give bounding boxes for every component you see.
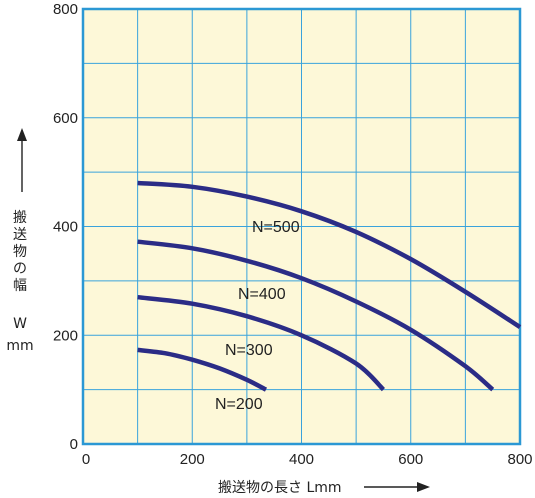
y-axis-unit: mm [6, 338, 33, 354]
y-axis-title-char: 物 [13, 244, 27, 260]
y-axis-title-char: 幅 [13, 278, 27, 294]
series-line-4 [137, 347, 268, 392]
y-tick-label: 0 [70, 436, 78, 453]
y-axis-unit-letter: W [13, 316, 27, 332]
series-line-2 [137, 239, 495, 392]
y-tick-labels: 0 200 400 600 800 [53, 1, 78, 453]
series-line-1 [137, 180, 522, 329]
y-tick-label: 800 [53, 1, 78, 18]
y-axis-title-char: 送 [13, 227, 27, 243]
x-axis-title-text: 搬送物の長さ Lmm [218, 480, 342, 496]
series-line-3 [137, 294, 386, 392]
series-label-3: N=300 [225, 342, 273, 359]
x-tick-label: 600 [398, 451, 423, 468]
x-tick-labels: 0 200 400 600 800 [82, 451, 533, 468]
y-tick-label: 600 [53, 110, 78, 127]
x-axis-arrowhead [417, 482, 430, 492]
y-axis-title-char: 搬 [13, 210, 27, 226]
plot-frame [81, 7, 522, 446]
x-tick-label: 0 [82, 451, 90, 468]
x-tick-label: 800 [507, 451, 532, 468]
y-axis-arrowhead [17, 128, 27, 141]
series-lines [137, 180, 522, 392]
x-tick-label: 200 [180, 451, 205, 468]
series-labels: N=500 N=400 N=300 N=200 [215, 219, 300, 413]
x-tick-label: 400 [289, 451, 314, 468]
y-axis-title-char: の [13, 261, 27, 277]
series-label-4: N=200 [215, 396, 263, 413]
x-axis-title: 搬送物の長さ Lmm [218, 480, 430, 496]
y-tick-label: 400 [53, 219, 78, 236]
series-label-1: N=500 [252, 219, 300, 236]
y-tick-label: 200 [53, 327, 78, 344]
series-label-2: N=400 [238, 286, 286, 303]
